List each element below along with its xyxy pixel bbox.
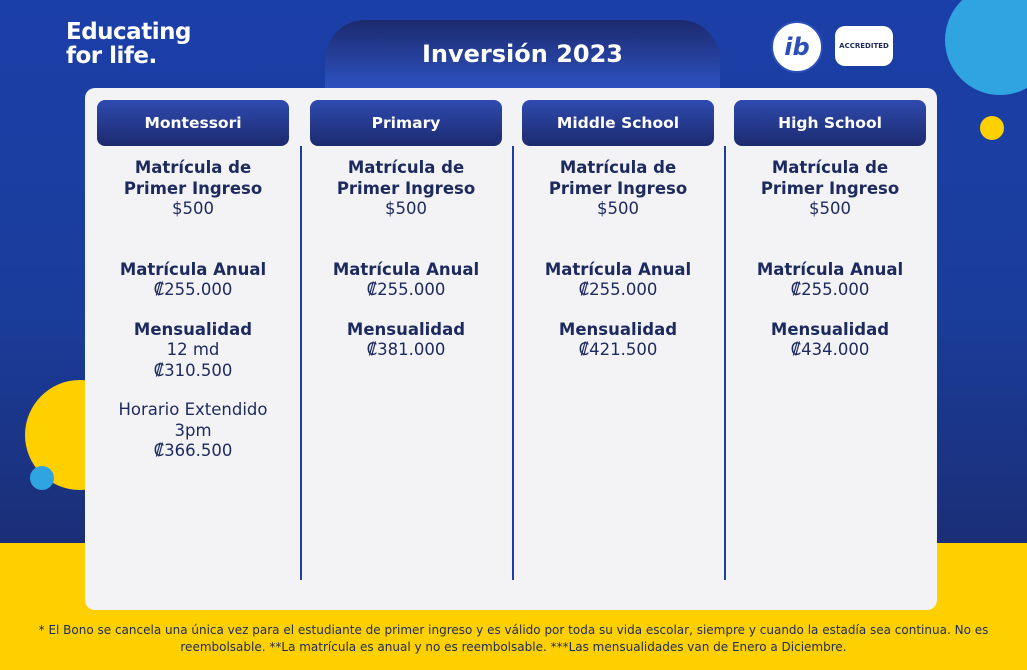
ib-logo: ib <box>771 21 823 73</box>
divider <box>512 146 514 580</box>
block-line: ₡366.500 <box>153 441 233 460</box>
block-line: ₡255.000 <box>153 280 233 299</box>
card <box>85 88 937 610</box>
block-heading: Mensualidad <box>346 319 466 339</box>
price-block: Matrícula de Primer Ingreso $500 <box>310 158 502 220</box>
block-line: $500 <box>597 199 639 218</box>
price-block: Horario Extendido 3pm ₡366.500 <box>97 400 289 462</box>
block-line: Horario Extendido <box>118 400 268 419</box>
block-line: 12 md <box>166 340 220 359</box>
column-header: Middle School <box>522 100 714 146</box>
price-block: Mensualidad ₡434.000 <box>734 320 926 361</box>
block-line: ₡255.000 <box>366 280 446 299</box>
block-heading: Matrícula de Primer Ingreso <box>760 158 900 198</box>
block-line: ₡255.000 <box>578 280 658 299</box>
block-heading: Matrícula Anual <box>544 259 692 279</box>
brand-line: Educating <box>66 19 191 45</box>
block-line: ₡255.000 <box>790 280 870 299</box>
block-line: $500 <box>172 199 214 218</box>
block-heading: Matrícula Anual <box>756 259 904 279</box>
block-heading: Mensualidad <box>133 319 253 339</box>
decor-circle <box>30 466 54 490</box>
title: Inversión 2023 <box>421 40 623 68</box>
column-header: Primary <box>310 100 502 146</box>
accredited-badge: ACCREDITED <box>835 26 893 66</box>
price-block: Matrícula de Primer Ingreso $500 <box>522 158 714 220</box>
footnote: * El Bono se cancela una única vez para … <box>38 623 989 654</box>
block-heading: Matrícula de Primer Ingreso <box>336 158 476 198</box>
column: Matrícula de Primer Ingreso $500 Matrícula… <box>734 158 926 380</box>
block-line: $500 <box>809 199 851 218</box>
price-block: Mensualidad 12 md ₡310.500 <box>97 320 289 382</box>
brand: Educating for life. <box>66 20 191 68</box>
column-header: Montessori <box>97 100 289 146</box>
block-line: ₡310.500 <box>153 360 233 380</box>
block-heading: Matrícula Anual <box>332 259 480 279</box>
block-line: ₡421.500 <box>578 340 658 359</box>
price-block: Matrícula Anual ₡255.000 <box>522 260 714 301</box>
block-line: ₡434.000 <box>790 340 870 359</box>
price-block: Matrícula Anual ₡255.000 <box>97 260 289 301</box>
price-block: Mensualidad ₡421.500 <box>522 320 714 361</box>
block-line: ₡381.000 <box>366 340 446 359</box>
column: Matrícula de Primer Ingreso $500 Matrícula… <box>522 158 714 380</box>
decor-circle <box>980 116 1004 140</box>
block-heading: Mensualidad <box>770 319 890 339</box>
price-block: Matrícula de Primer Ingreso $500 <box>97 158 289 220</box>
column: Matrícula de Primer Ingreso $500 Matrícula… <box>97 158 289 481</box>
divider <box>724 146 726 580</box>
price-block: Matrícula de Primer Ingreso $500 <box>734 158 926 220</box>
title-tab <box>325 20 720 95</box>
decor-circle <box>945 0 1027 95</box>
block-heading: Matrícula de Primer Ingreso <box>123 158 263 198</box>
block-heading: Matrícula de Primer Ingreso <box>548 158 688 198</box>
column: Matrícula de Primer Ingreso $500 Matrícula… <box>310 158 502 380</box>
block-heading: Mensualidad <box>558 319 678 339</box>
block-line: $500 <box>385 199 427 218</box>
price-block: Mensualidad ₡381.000 <box>310 320 502 361</box>
brand-line: for life. <box>66 43 157 69</box>
divider <box>300 146 302 580</box>
price-block: Matrícula Anual ₡255.000 <box>734 260 926 301</box>
column-header: High School <box>734 100 926 146</box>
price-block: Matrícula Anual ₡255.000 <box>310 260 502 301</box>
block-heading: Matrícula Anual <box>119 259 267 279</box>
block-line: 3pm <box>174 420 212 440</box>
